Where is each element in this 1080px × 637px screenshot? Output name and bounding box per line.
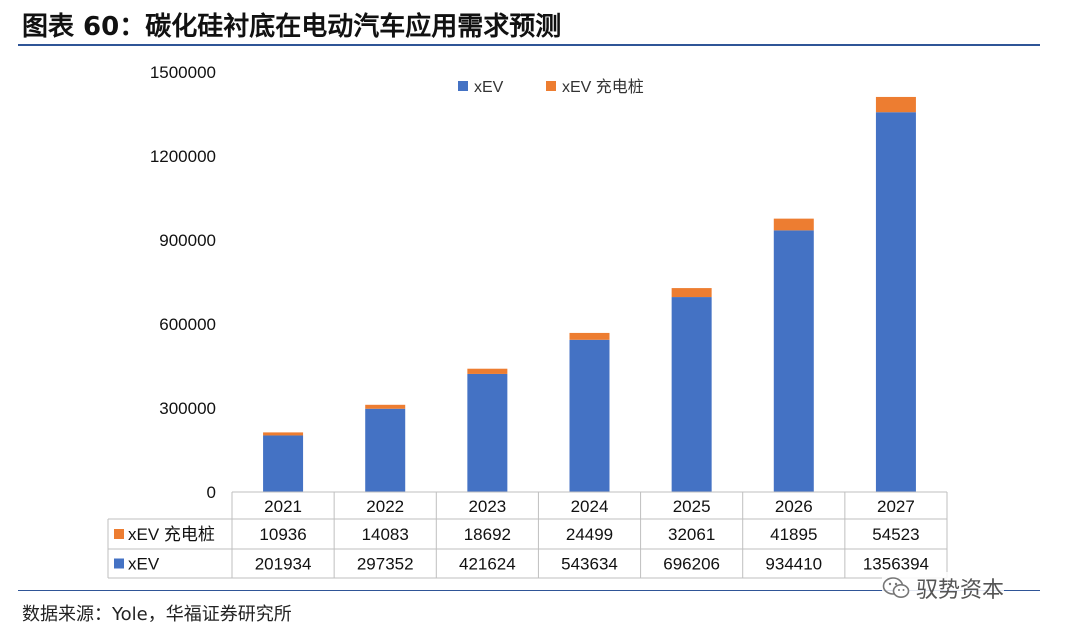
data-label: 24499 <box>566 525 613 544</box>
category-label: 2024 <box>571 497 609 516</box>
bar-charging <box>569 332 610 340</box>
legend-swatch-charging <box>546 81 556 91</box>
y-tick-label: 1500000 <box>150 63 216 82</box>
data-table: 2021 2022 2023 2024 2025 2026 2027 xEV 充电桩 10936… <box>107 491 948 579</box>
y-tick-label: 1200000 <box>150 147 216 166</box>
y-axis: 0 300000 600000 900000 1200000 1500000 <box>150 63 216 502</box>
source-note: 数据来源：Yole，华福证券研究所 <box>22 604 292 625</box>
row-xev-swatch <box>114 558 124 569</box>
y-tick-label: 600000 <box>159 315 216 334</box>
page-title: 图表 60：碳化硅衬底在电动汽车应用需求预测 <box>22 12 562 42</box>
y-tick-label: 0 <box>207 483 216 502</box>
data-label: 41895 <box>770 525 817 544</box>
data-label: 10936 <box>259 525 306 544</box>
bar-charging <box>671 288 712 298</box>
bar-charging <box>773 218 814 231</box>
legend: xEV xEV 充电桩 <box>458 78 644 96</box>
bar-charging <box>263 432 304 436</box>
data-label: 201934 <box>255 555 312 574</box>
category-label: 2021 <box>264 497 302 516</box>
y-tick-label: 900000 <box>159 231 216 250</box>
category-label: 2026 <box>775 497 813 516</box>
y-tick-label: 300000 <box>159 399 216 418</box>
legend-label-xev: xEV <box>474 79 504 96</box>
category-label: 2022 <box>366 497 404 516</box>
row-xev-label: xEV <box>128 555 160 574</box>
bar-xev <box>467 373 508 492</box>
data-label: 54523 <box>872 525 919 544</box>
watermark: 驭势资本 <box>882 572 1005 604</box>
row-charging-label: xEV 充电桩 <box>128 525 215 544</box>
data-label: 543634 <box>561 555 618 574</box>
data-label: 1356394 <box>863 555 929 574</box>
bar-xev <box>569 339 610 492</box>
data-label: 421624 <box>459 555 516 574</box>
data-label: 696206 <box>663 555 720 574</box>
category-label: 2025 <box>673 497 711 516</box>
bar-xev <box>263 435 304 492</box>
data-label: 934410 <box>765 555 822 574</box>
bar-xev <box>875 112 916 492</box>
wechat-icon <box>882 577 910 598</box>
bar-xev <box>671 297 712 492</box>
data-label: 14083 <box>362 525 409 544</box>
bar-charging <box>365 404 406 409</box>
data-label: 32061 <box>668 525 715 544</box>
row-charging-swatch <box>114 529 124 539</box>
legend-swatch-xev <box>458 81 468 91</box>
footer-divider <box>18 590 1040 591</box>
legend-label-charging: xEV 充电桩 <box>562 78 644 96</box>
bar-xev <box>773 230 814 492</box>
bar-charging <box>875 96 916 113</box>
category-label: 2023 <box>468 497 506 516</box>
bar-charging <box>467 368 508 374</box>
title-divider <box>18 44 1040 46</box>
bar-xev <box>365 408 406 492</box>
data-label: 18692 <box>464 525 511 544</box>
category-label: 2027 <box>877 497 915 516</box>
data-label: 297352 <box>357 555 414 574</box>
bars <box>263 96 916 492</box>
watermark-text: 驭势资本 <box>916 578 1005 603</box>
